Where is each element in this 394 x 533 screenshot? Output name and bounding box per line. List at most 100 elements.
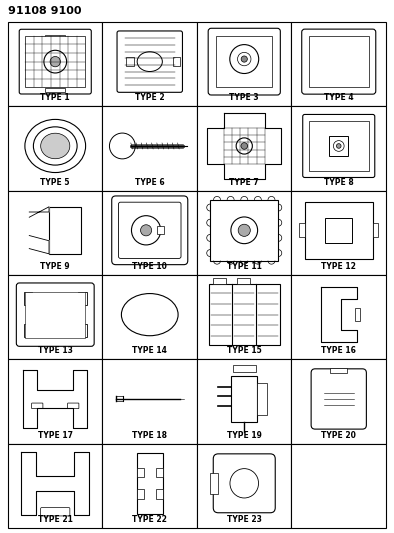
Text: TYPE 23: TYPE 23 bbox=[227, 515, 262, 524]
Bar bbox=[355, 308, 360, 321]
Bar bbox=[197, 106, 292, 191]
Bar bbox=[24, 325, 32, 337]
Bar bbox=[210, 473, 218, 494]
Bar bbox=[8, 106, 102, 191]
Ellipse shape bbox=[137, 52, 162, 71]
Bar bbox=[309, 36, 369, 87]
FancyBboxPatch shape bbox=[113, 138, 131, 154]
Text: TYPE 9: TYPE 9 bbox=[41, 262, 70, 271]
Bar bbox=[209, 284, 280, 345]
Bar bbox=[197, 275, 292, 359]
Text: TYPE 3: TYPE 3 bbox=[229, 93, 259, 102]
Ellipse shape bbox=[121, 294, 178, 336]
Bar bbox=[292, 359, 386, 443]
Bar bbox=[257, 383, 267, 415]
Text: TYPE 20: TYPE 20 bbox=[322, 431, 356, 440]
Text: TYPE 6: TYPE 6 bbox=[135, 177, 165, 187]
Bar bbox=[330, 368, 347, 373]
Bar bbox=[237, 278, 250, 284]
Bar bbox=[8, 22, 102, 106]
Bar bbox=[325, 218, 352, 243]
Circle shape bbox=[132, 216, 161, 245]
FancyBboxPatch shape bbox=[311, 369, 366, 429]
Bar bbox=[78, 325, 87, 337]
Text: TYPE 19: TYPE 19 bbox=[227, 431, 262, 440]
Bar bbox=[292, 191, 386, 275]
Circle shape bbox=[236, 138, 252, 154]
Bar bbox=[197, 191, 292, 275]
Bar bbox=[136, 489, 144, 499]
Bar bbox=[45, 35, 65, 38]
Bar bbox=[292, 22, 386, 106]
Text: TYPE 5: TYPE 5 bbox=[41, 177, 70, 187]
FancyBboxPatch shape bbox=[303, 115, 375, 177]
Text: TYPE 15: TYPE 15 bbox=[227, 346, 262, 356]
Circle shape bbox=[333, 141, 344, 151]
FancyBboxPatch shape bbox=[32, 403, 43, 409]
Circle shape bbox=[50, 56, 60, 67]
Bar bbox=[156, 467, 163, 477]
Circle shape bbox=[141, 225, 152, 236]
Bar bbox=[231, 376, 257, 422]
Bar bbox=[329, 136, 348, 156]
FancyBboxPatch shape bbox=[41, 507, 70, 516]
Text: TYPE 16: TYPE 16 bbox=[322, 346, 356, 356]
Bar bbox=[126, 57, 134, 66]
Text: TYPE 8: TYPE 8 bbox=[324, 177, 354, 187]
Bar bbox=[292, 106, 386, 191]
Bar bbox=[102, 106, 197, 191]
Bar bbox=[292, 443, 386, 528]
Bar bbox=[373, 223, 378, 237]
Text: TYPE 14: TYPE 14 bbox=[132, 346, 167, 356]
FancyBboxPatch shape bbox=[119, 202, 181, 259]
Text: TYPE 12: TYPE 12 bbox=[322, 262, 356, 271]
Bar bbox=[102, 191, 197, 275]
FancyBboxPatch shape bbox=[302, 29, 376, 94]
Bar bbox=[136, 467, 144, 477]
Bar bbox=[305, 201, 373, 259]
Circle shape bbox=[231, 217, 258, 244]
Bar bbox=[157, 227, 164, 235]
Bar bbox=[49, 207, 81, 254]
Polygon shape bbox=[21, 451, 89, 515]
Bar bbox=[197, 359, 292, 443]
FancyBboxPatch shape bbox=[68, 403, 79, 409]
Bar bbox=[102, 275, 197, 359]
Bar bbox=[197, 443, 292, 528]
Bar bbox=[8, 275, 102, 359]
Bar bbox=[25, 292, 85, 337]
Text: TYPE 10: TYPE 10 bbox=[132, 262, 167, 271]
Circle shape bbox=[336, 144, 341, 148]
Bar bbox=[309, 120, 369, 171]
Bar bbox=[197, 22, 292, 106]
Circle shape bbox=[44, 50, 67, 73]
Text: TYPE 4: TYPE 4 bbox=[324, 93, 353, 102]
Circle shape bbox=[238, 224, 250, 236]
Text: TYPE 13: TYPE 13 bbox=[38, 346, 72, 356]
Bar bbox=[233, 365, 256, 372]
Bar bbox=[24, 292, 32, 305]
Ellipse shape bbox=[33, 127, 77, 165]
Circle shape bbox=[241, 143, 247, 149]
Polygon shape bbox=[29, 207, 49, 217]
Polygon shape bbox=[23, 370, 87, 427]
FancyBboxPatch shape bbox=[19, 29, 91, 94]
Ellipse shape bbox=[25, 119, 85, 173]
Text: TYPE 7: TYPE 7 bbox=[229, 177, 259, 187]
Bar bbox=[78, 292, 87, 305]
Bar bbox=[210, 200, 278, 261]
Bar bbox=[299, 223, 305, 237]
FancyBboxPatch shape bbox=[213, 454, 275, 513]
Bar bbox=[292, 275, 386, 359]
Bar bbox=[216, 36, 272, 87]
Bar bbox=[102, 359, 197, 443]
Polygon shape bbox=[29, 236, 49, 254]
Bar bbox=[25, 36, 85, 87]
Bar bbox=[8, 191, 102, 275]
Text: TYPE 18: TYPE 18 bbox=[132, 431, 167, 440]
Text: TYPE 22: TYPE 22 bbox=[132, 515, 167, 524]
Circle shape bbox=[238, 52, 251, 66]
Text: 91108 9100: 91108 9100 bbox=[8, 6, 82, 16]
Circle shape bbox=[110, 133, 135, 159]
Polygon shape bbox=[207, 113, 281, 179]
